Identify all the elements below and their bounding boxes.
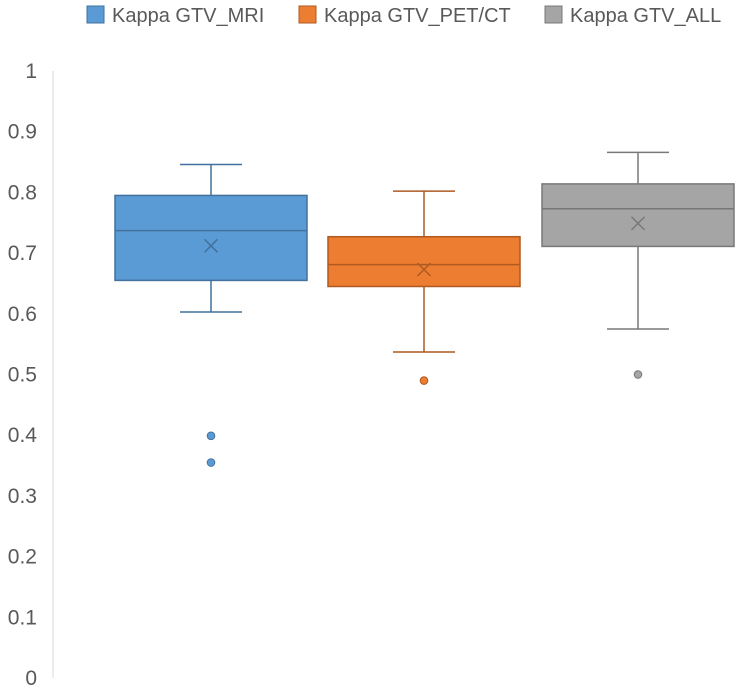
y-tick-label: 0.7 [8, 242, 37, 265]
outlier-point [206, 458, 216, 467]
box-series-2 [327, 190, 521, 385]
mean-marker [630, 216, 646, 231]
outlier-point [633, 370, 643, 379]
legend-label: Kappa GTV_ALL [570, 5, 721, 27]
y-tick-label: 0.5 [8, 364, 37, 387]
y-axis: 0 0.1 0.2 0.3 0.4 0.5 0.6 0.7 0.8 0.9 1 [8, 60, 54, 690]
plot-area [114, 151, 735, 467]
y-tick-label: 0.3 [8, 485, 37, 508]
outlier-point [419, 376, 429, 385]
mean-marker [203, 238, 219, 253]
y-tick-label: 0.8 [8, 181, 37, 204]
y-tick-label: 0.4 [8, 424, 38, 447]
legend-swatch [298, 5, 317, 24]
iqr-box [327, 235, 521, 288]
box-series-1 [114, 163, 308, 467]
y-tick-label: 0.1 [8, 606, 37, 629]
legend-label: Kappa GTV_MRI [112, 5, 264, 27]
y-tick-label: 0.9 [8, 121, 37, 144]
legend-item-3: Kappa GTV_ALL [544, 5, 721, 27]
y-tick-label: 0.2 [8, 546, 37, 569]
legend: Kappa GTV_MRI Kappa GTV_PET/CT Kappa GTV_A… [86, 5, 721, 27]
iqr-box [541, 183, 735, 248]
legend-label: Kappa GTV_PET/CT [324, 5, 511, 27]
y-tick-label: 1 [25, 60, 37, 83]
legend-item-2: Kappa GTV_PET/CT [298, 5, 511, 27]
y-tick-label: 0 [25, 667, 37, 690]
mean-marker [416, 262, 432, 277]
box-series-3 [541, 151, 735, 379]
y-tick-label: 0.6 [8, 303, 37, 326]
outlier-point [206, 431, 216, 441]
legend-swatch [544, 5, 563, 24]
iqr-box [114, 194, 308, 282]
legend-swatch [86, 5, 105, 24]
legend-item-1: Kappa GTV_MRI [86, 5, 264, 27]
